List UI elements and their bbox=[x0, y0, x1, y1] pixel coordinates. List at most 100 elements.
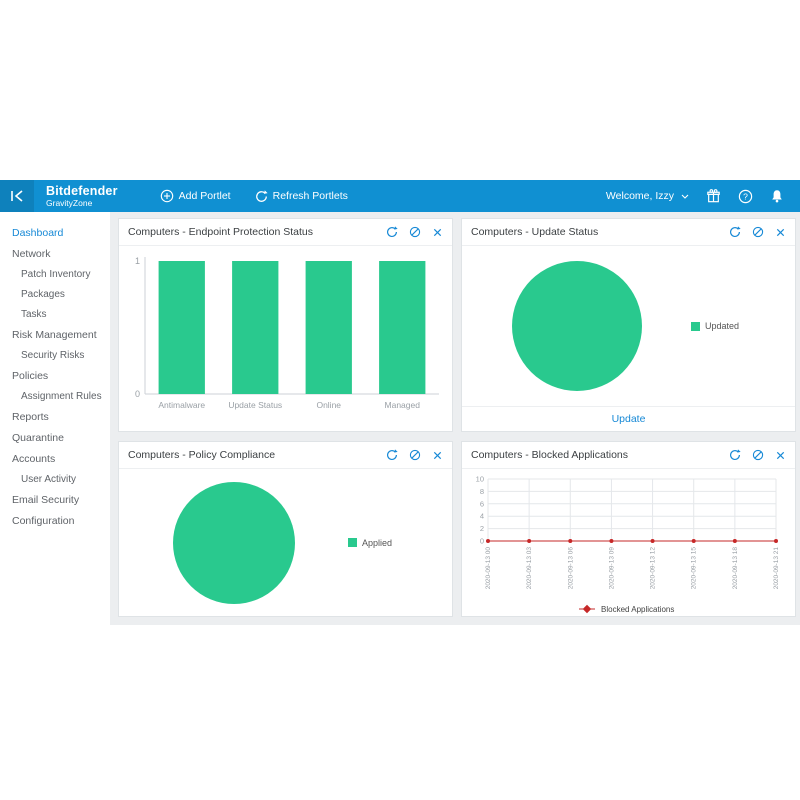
portlet-refresh-button[interactable] bbox=[386, 449, 398, 461]
portlet-title: Computers - Update Status bbox=[471, 226, 599, 238]
sidebar: Dashboard Network Patch Inventory Packag… bbox=[0, 212, 110, 625]
sidebar-item-policies[interactable]: Policies bbox=[12, 369, 49, 382]
legend-label: Updated bbox=[705, 321, 740, 331]
sidebar-item-packages[interactable]: Packages bbox=[21, 288, 65, 300]
sidebar-item-quarantine[interactable]: Quarantine bbox=[12, 431, 64, 444]
question-circle-icon: ? bbox=[738, 189, 753, 203]
refresh-icon bbox=[255, 189, 268, 202]
sidebar-item-email-security[interactable]: Email Security bbox=[12, 493, 80, 506]
portlet-title: Computers - Endpoint Protection Status bbox=[128, 226, 314, 238]
sidebar-item-configuration[interactable]: Configuration bbox=[12, 514, 75, 527]
portlet-refresh-button[interactable] bbox=[729, 226, 741, 238]
portlet-close-button[interactable] bbox=[775, 450, 786, 461]
svg-text:0: 0 bbox=[134, 389, 139, 399]
sidebar-item-security-risks[interactable]: Security Risks bbox=[21, 349, 85, 361]
portlet-title: Computers - Policy Compliance bbox=[128, 449, 276, 461]
svg-text:1: 1 bbox=[134, 256, 139, 266]
svg-text:2020-09-13 00: 2020-09-13 00 bbox=[485, 546, 492, 589]
portlet-edit-button[interactable] bbox=[409, 226, 421, 238]
refresh-portlets-label: Refresh Portlets bbox=[272, 190, 348, 202]
svg-text:2020-09-13 21: 2020-09-13 21 bbox=[773, 546, 780, 589]
brand-logo: Bitdefender GravityZone bbox=[46, 183, 118, 208]
sidebar-item-assignment-rules[interactable]: Assignment Rules bbox=[21, 390, 102, 402]
dashboard-grid: Computers - Endpoint Protection Status bbox=[110, 212, 800, 625]
svg-text:8: 8 bbox=[479, 486, 483, 495]
whats-new-button[interactable] bbox=[706, 189, 721, 203]
svg-text:10: 10 bbox=[475, 474, 483, 483]
collapse-sidebar-icon bbox=[11, 190, 23, 202]
svg-text:2020-09-13 09: 2020-09-13 09 bbox=[608, 546, 615, 589]
portlet-actions bbox=[729, 226, 786, 238]
slash-circle-icon bbox=[752, 449, 764, 461]
portlet-header: Computers - Blocked Applications bbox=[462, 442, 795, 469]
portlet-actions bbox=[386, 449, 443, 461]
update-link[interactable]: Update bbox=[611, 413, 646, 425]
svg-text:0: 0 bbox=[479, 536, 483, 545]
portlet-edit-button[interactable] bbox=[752, 449, 764, 461]
svg-text:Update Status: Update Status bbox=[228, 400, 282, 410]
sidebar-item-reports[interactable]: Reports bbox=[12, 410, 49, 423]
legend-label: Applied bbox=[362, 537, 393, 548]
add-portlet-button[interactable]: Add Portlet bbox=[160, 189, 231, 203]
sidebar-item-accounts[interactable]: Accounts bbox=[12, 452, 56, 465]
portlet-header: Computers - Policy Compliance bbox=[119, 442, 452, 469]
legend-swatch bbox=[691, 321, 700, 331]
portlet-refresh-button[interactable] bbox=[729, 449, 741, 461]
portlet-close-button[interactable] bbox=[432, 227, 443, 238]
portlet-close-button[interactable] bbox=[775, 227, 786, 238]
portlet-body: Applied bbox=[119, 469, 452, 616]
pie-chart bbox=[511, 261, 642, 391]
sidebar-item-risk-management[interactable]: Risk Management bbox=[12, 328, 97, 341]
slash-circle-icon bbox=[752, 226, 764, 238]
portlet-title: Computers - Blocked Applications bbox=[471, 449, 628, 461]
svg-text:Managed: Managed bbox=[384, 400, 420, 410]
portlet-close-button[interactable] bbox=[432, 450, 443, 461]
refresh-icon bbox=[730, 226, 741, 238]
user-menu[interactable]: Welcome, Izzy bbox=[606, 190, 689, 202]
refresh-portlets-button[interactable]: Refresh Portlets bbox=[255, 189, 348, 203]
svg-text:Antimalware: Antimalware bbox=[158, 400, 205, 410]
slash-circle-icon bbox=[409, 226, 421, 238]
slash-circle-icon bbox=[409, 449, 421, 461]
svg-text:2020-09-13 15: 2020-09-13 15 bbox=[690, 546, 697, 589]
svg-text:2020-09-13 18: 2020-09-13 18 bbox=[731, 546, 738, 589]
line-chart: 0 2 4 6 8 10 2020-09-13 00 2020-09-13 03 2020-09… bbox=[475, 474, 780, 614]
sidebar-item-patch-inventory[interactable]: Patch Inventory bbox=[21, 268, 91, 280]
notifications-button[interactable] bbox=[770, 189, 784, 203]
close-icon bbox=[433, 451, 442, 459]
welcome-label: Welcome, Izzy bbox=[605, 190, 674, 202]
close-icon bbox=[433, 228, 442, 236]
portlet-edit-button[interactable] bbox=[409, 449, 421, 461]
portlet-body: 0 2 4 6 8 10 2020-09-13 00 2020-09-13 03 2020-09… bbox=[462, 469, 795, 616]
legend-swatch bbox=[348, 538, 357, 547]
portlet-header: Computers - Endpoint Protection Status bbox=[119, 219, 452, 246]
refresh-icon bbox=[730, 449, 741, 461]
bell-icon bbox=[772, 190, 782, 203]
svg-text:Online: Online bbox=[316, 400, 341, 410]
portlet-endpoint-protection-status: Computers - Endpoint Protection Status bbox=[118, 218, 453, 432]
sidebar-item-dashboard[interactable]: Dashboard bbox=[12, 226, 64, 239]
brand-product: GravityZone bbox=[46, 198, 93, 208]
chart-legend: Updated bbox=[691, 321, 795, 331]
sidebar-collapse-button[interactable] bbox=[0, 180, 34, 212]
gift-icon bbox=[707, 189, 720, 203]
bar-chart: 0 1 Antimalware Update Status Online Managed bbox=[134, 256, 439, 410]
portlet-edit-button[interactable] bbox=[752, 226, 764, 238]
portlet-blocked-applications: Computers - Blocked Applications bbox=[461, 441, 796, 617]
help-button[interactable]: ? bbox=[738, 189, 753, 204]
top-bar: Bitdefender GravityZone Add Portlet Refr… bbox=[0, 180, 800, 212]
sidebar-item-user-activity[interactable]: User Activity bbox=[21, 473, 77, 485]
svg-text:6: 6 bbox=[479, 499, 483, 508]
sidebar-item-network[interactable]: Network bbox=[12, 247, 51, 260]
topbar-right: Welcome, Izzy ? bbox=[606, 189, 800, 204]
sidebar-item-tasks[interactable]: Tasks bbox=[21, 308, 47, 320]
portlet-body: 0 1 Antimalware Update Status Online Managed bbox=[119, 246, 452, 431]
plus-circle-icon bbox=[160, 189, 173, 203]
svg-text:Blocked Applications: Blocked Applications bbox=[601, 605, 674, 614]
portlet-body: Updated bbox=[462, 246, 795, 406]
brand-name: Bitdefender bbox=[46, 183, 118, 198]
chevron-down-icon bbox=[681, 194, 689, 199]
close-icon bbox=[776, 228, 785, 236]
portlet-refresh-button[interactable] bbox=[386, 226, 398, 238]
refresh-icon bbox=[387, 226, 398, 238]
